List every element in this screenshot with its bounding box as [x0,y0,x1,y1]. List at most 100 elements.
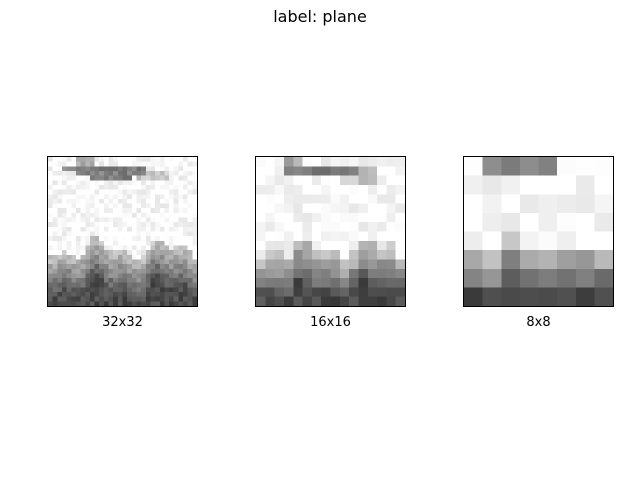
pixel-cell [131,226,137,232]
pixel-cell [48,180,53,186]
pixel-cell [519,175,539,195]
pixel-cell [311,175,322,186]
pixel-cell [183,245,188,251]
pixel-cell [61,157,67,162]
pixel-cell [159,212,165,218]
pixel-cell [358,240,368,251]
pixel-cell [66,212,72,218]
pixel-cell [61,259,67,265]
pixel-cell [187,268,193,274]
pixel-cell [80,231,86,237]
pixel-cell [61,278,67,283]
pixel-cell [141,250,146,255]
pixel-cell [122,180,128,186]
pixel-cell [71,236,77,241]
pixel-cell [377,166,387,176]
pixel-cell [57,222,63,227]
pixel-cell [71,240,77,246]
pixel-cell [594,231,613,251]
pixel-cell [377,278,387,288]
pixel-cell [103,301,109,306]
pixel-cell [145,170,151,176]
pixel-cell [367,259,378,269]
pixel-cell [75,259,81,265]
pixel-cell [103,212,109,218]
pixel-cell [339,212,350,223]
pixel-cell [85,166,90,172]
pixel-cell [173,180,179,186]
pixel-cell [113,240,118,246]
pixel-cell [66,287,72,293]
pixel-cell [367,287,378,297]
pixel-cell [85,212,90,218]
pixel-cell [103,296,109,302]
pixel-cell [113,273,118,279]
pixel-cell [155,208,160,213]
pixel-cell [141,175,146,181]
pixel-cell [169,161,174,167]
pixel-cell [117,180,123,186]
pixel-cell [265,278,275,288]
pixel-cell [117,245,123,251]
pixel-cell [557,250,577,270]
pixel-cell [187,259,193,265]
pixel-cell [274,287,285,297]
pixel-cell [52,157,58,162]
pixel-cell [377,231,387,241]
pixel-cell [145,222,151,227]
pixel-cell [80,226,86,232]
pixel-cell [136,254,142,260]
pixel-cell [519,194,539,214]
pixel-cell [117,301,123,306]
pixel-cell [178,203,184,209]
pixel-cell [169,217,174,223]
pixel-cell [108,212,114,218]
pixel-cell [575,287,595,306]
pixel-cell [377,296,387,306]
pixel-cell [155,254,160,260]
pixel-cell [122,282,128,288]
pixel-cell [61,236,67,241]
pixel-cell [80,240,86,246]
pixel-cell [164,166,170,172]
pixel-cell [71,184,77,190]
pixel-cell [265,175,275,186]
pixel-cell [75,217,81,223]
pixel-cell [127,203,132,209]
pixel-cell [183,254,188,260]
pixel-cell [274,194,285,204]
pixel-cell [75,157,81,162]
pixel-cell [173,175,179,181]
pixel-cell [94,226,100,232]
pixel-cell [302,259,313,269]
pixel-cell [386,268,396,279]
pixel-cell [117,212,123,218]
pixel-cell [80,236,86,241]
pixel-cell [159,236,165,241]
pixel-cell [131,157,137,162]
pixel-cell [164,157,170,162]
pixel-cell [99,278,104,283]
pixel-cell [80,203,86,209]
pixel-cell [367,268,378,279]
pixel-cell [99,212,104,218]
pixel-cell [108,203,114,209]
pixel-cell [187,203,193,209]
pixel-cell [108,250,114,255]
pixel-cell [80,264,86,269]
pixel-cell [136,208,142,213]
pixel-cell [131,212,137,218]
pixel-cell [349,194,359,204]
pixel-cell [150,189,156,195]
pixel-cell [117,292,123,297]
pixel-cell [85,301,90,306]
pixel-cell [57,264,63,269]
pixel-cell [94,245,100,251]
pixel-cell [183,240,188,246]
pixel-cell [52,301,58,306]
pixel-cell [159,264,165,269]
pixel-cell [57,268,63,274]
pixel-cell [164,212,170,218]
pixel-cell [108,296,114,302]
pixel-cell [358,296,368,306]
